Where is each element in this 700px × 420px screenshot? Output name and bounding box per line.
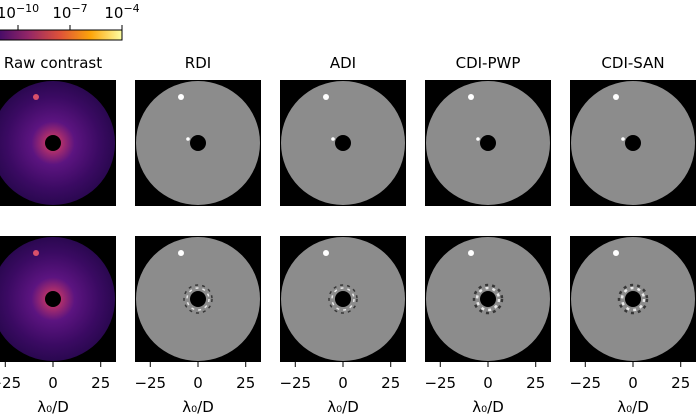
tick-base: 10 [0, 4, 16, 22]
x-tick-label: −25 [569, 374, 601, 392]
column-title: Raw contrast [4, 54, 102, 72]
planet [468, 250, 474, 256]
mask [190, 291, 206, 307]
x-axis-label: λ₀/D [327, 398, 359, 416]
speckle-ring [328, 284, 358, 314]
mask [625, 135, 641, 151]
planet [323, 94, 329, 100]
x-tick-label: 25 [526, 374, 545, 392]
x-tick-label: 25 [236, 374, 255, 392]
mask [335, 135, 351, 151]
planet [323, 250, 329, 256]
speckle-ring [183, 284, 213, 314]
x-tick-label: −25 [424, 374, 456, 392]
x-tick-label: 0 [628, 374, 638, 392]
x-tick-label: 0 [483, 374, 493, 392]
colorbar-tick-label: 10−4 [104, 2, 139, 22]
tick-exponent: −10 [16, 2, 39, 15]
mask [480, 291, 496, 307]
speckle [476, 137, 480, 141]
colorbar-tick-label: 10−10 [0, 2, 39, 22]
x-tick-label: 25 [91, 374, 110, 392]
x-tick-label: 0 [193, 374, 203, 392]
planet [613, 250, 619, 256]
mask [190, 135, 206, 151]
mask [45, 135, 61, 151]
x-tick-label: 25 [381, 374, 400, 392]
colorbar [0, 29, 123, 41]
speckle-ring [617, 283, 649, 315]
colorbar-tick-label: 10−7 [52, 2, 87, 22]
column-title: RDI [185, 54, 211, 72]
planet [33, 250, 39, 256]
speckle-ring [475, 286, 501, 312]
x-tick-label: −25 [134, 374, 166, 392]
planet [613, 94, 619, 100]
x-tick-label: 0 [48, 374, 58, 392]
x-tick-label: −25 [0, 374, 21, 392]
column-title: ADI [330, 54, 356, 72]
planet [33, 94, 39, 100]
tick-exponent: −4 [123, 2, 139, 15]
speckle-ring [186, 287, 210, 311]
column-title: CDI-SAN [601, 54, 664, 72]
planet [468, 94, 474, 100]
speckle [331, 137, 335, 141]
speckle [621, 137, 625, 141]
tick-exponent: −7 [71, 2, 87, 15]
speckle [186, 137, 190, 141]
x-axis-label: λ₀/D [617, 398, 649, 416]
mask [480, 135, 496, 151]
planet [178, 94, 184, 100]
x-tick-label: 0 [338, 374, 348, 392]
speckle-ring [472, 283, 504, 315]
x-tick-label: −25 [279, 374, 311, 392]
tick-base: 10 [104, 4, 123, 22]
mask [335, 291, 351, 307]
x-axis-label: λ₀/D [182, 398, 214, 416]
mask [45, 291, 61, 307]
planet [178, 250, 184, 256]
speckle-ring [331, 287, 355, 311]
x-tick-label: 25 [671, 374, 690, 392]
speckle-ring [620, 286, 646, 312]
column-title: CDI-PWP [456, 54, 521, 72]
x-axis-label: λ₀/D [37, 398, 69, 416]
tick-base: 10 [52, 4, 71, 22]
mask [625, 291, 641, 307]
x-axis-label: λ₀/D [472, 398, 504, 416]
